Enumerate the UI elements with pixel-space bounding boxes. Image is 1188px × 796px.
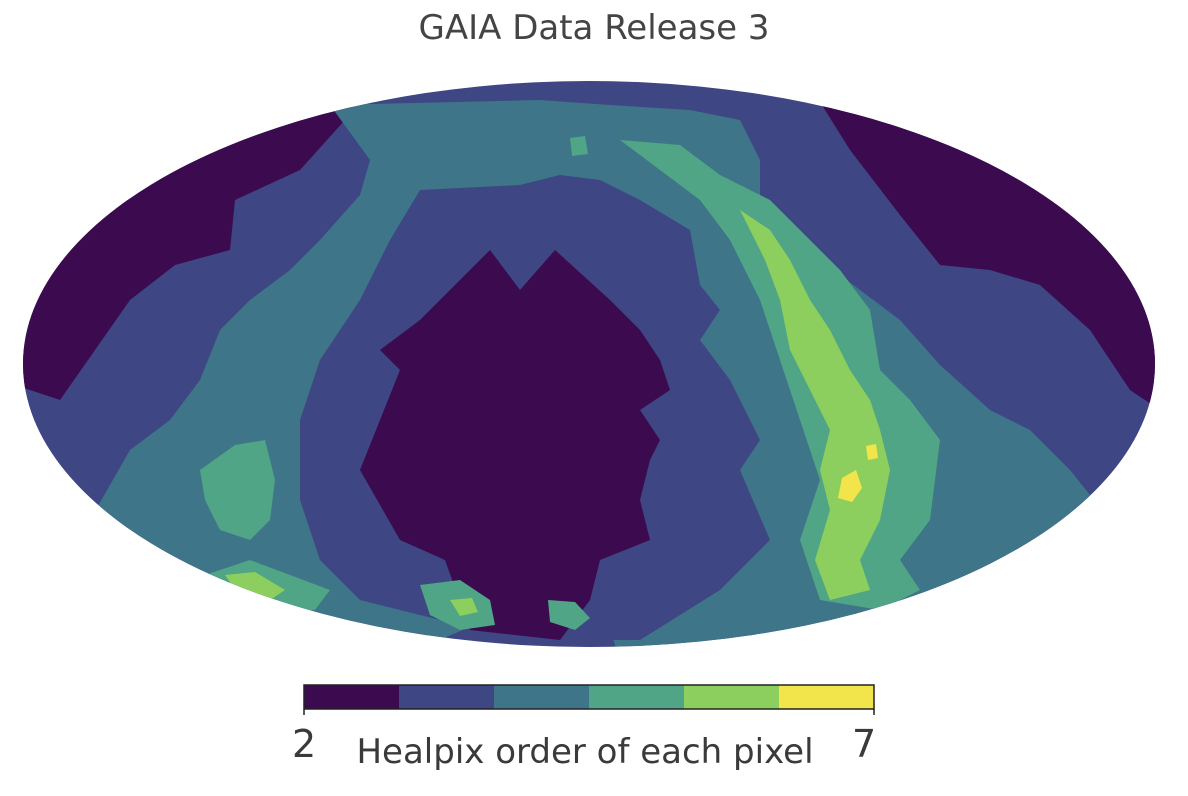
region-order-5-left-lower [200, 440, 275, 540]
colorbar-border [303, 684, 875, 710]
colorbar-min-label: 2 [292, 722, 317, 766]
region-order-5-center-small [548, 600, 590, 630]
chart-title: GAIA Data Release 3 [418, 8, 770, 48]
region-order-5-top-dot [570, 136, 588, 156]
colorbar-segment-2 [304, 685, 400, 709]
colorbar-label: Healpix order of each pixel [356, 732, 814, 772]
colorbar-segment-3 [399, 685, 495, 709]
colorbar-segment-4 [494, 685, 590, 709]
region-order-2-center [360, 250, 670, 640]
colorbar-segment-6 [684, 685, 780, 709]
colorbar-max-label: 7 [852, 722, 877, 766]
region-order-7-dot [866, 444, 878, 460]
colorbar-segment-5 [589, 685, 685, 709]
region-order-6-center-bottom [450, 598, 478, 616]
colorbar-segment-7 [779, 685, 875, 709]
colorbar [303, 684, 875, 715]
region-order-7-core [838, 470, 862, 502]
map-regions [23, 81, 1155, 647]
region-order-6-right [740, 210, 890, 600]
